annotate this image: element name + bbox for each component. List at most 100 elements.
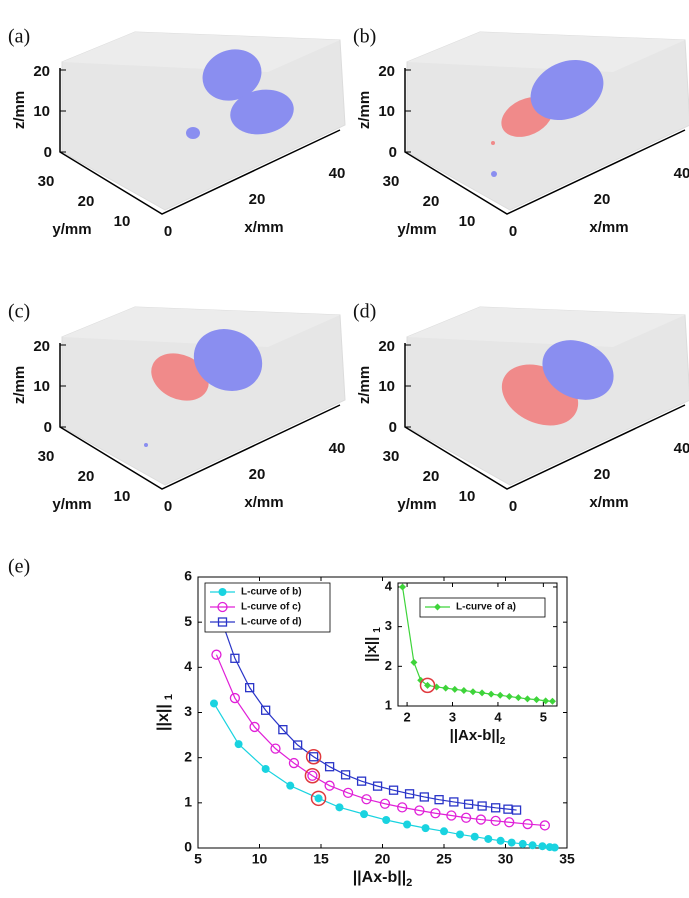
y-tick-label: 2 <box>184 748 192 764</box>
tick-label: 20 <box>423 193 440 210</box>
tick-label: 10 <box>33 378 50 395</box>
legend-label: L-curve of d) <box>241 617 302 628</box>
point <box>422 824 430 832</box>
tick-label: 20 <box>594 466 611 483</box>
tick-label: 10 <box>33 103 50 120</box>
tick-label: 20 <box>594 191 611 208</box>
tick-label: 10 <box>459 488 476 505</box>
point <box>456 830 464 838</box>
axis-label: x/mm <box>589 494 628 511</box>
label-text: ||Ax-b|| <box>450 727 500 744</box>
point <box>440 827 448 835</box>
x-tick-label: 5 <box>540 709 547 724</box>
tick-label: 30 <box>38 448 55 465</box>
tick-label: 0 <box>44 419 52 436</box>
panel-label: (d) <box>353 301 376 323</box>
x-tick-label: 30 <box>498 851 514 867</box>
tick-label: 40 <box>329 440 346 457</box>
tick-label: 0 <box>509 223 517 240</box>
axis-label: y/mm <box>52 221 91 238</box>
tick-label: 10 <box>114 213 131 230</box>
point <box>471 833 479 841</box>
axis-label: y/mm <box>397 221 436 238</box>
x-tick-label: 5 <box>194 851 202 867</box>
panel-3d: (a)z/mmy/mmx/mm2010030201002040 <box>8 26 345 240</box>
axis-label: x/mm <box>244 494 283 511</box>
tick-label: 20 <box>249 466 266 483</box>
label-sub: 2 <box>500 736 506 747</box>
point <box>538 842 546 850</box>
label-text: ||x|| <box>363 637 380 662</box>
tick-label: 40 <box>674 165 689 182</box>
axis-label: z/mm <box>356 366 373 404</box>
tick-label: 20 <box>33 338 50 355</box>
x-axis-label: ||Ax-b||2 <box>450 727 506 747</box>
axis-label: x/mm <box>244 219 283 236</box>
tick-label: 0 <box>389 144 397 161</box>
label-text: ||Ax-b|| <box>353 869 406 886</box>
y-tick-label: 2 <box>385 658 392 673</box>
tick-label: 20 <box>33 63 50 80</box>
tick-label: 30 <box>38 173 55 190</box>
point <box>262 765 270 773</box>
point <box>519 840 527 848</box>
point <box>210 699 218 707</box>
tick-label: 30 <box>383 448 400 465</box>
panel-label: (b) <box>353 26 376 48</box>
y-tick-label: 6 <box>184 568 192 584</box>
y-tick-label: 5 <box>184 613 192 629</box>
y-axis-label: ||x||1 <box>155 694 175 731</box>
point <box>551 844 559 852</box>
y-tick-label: 1 <box>385 697 392 712</box>
inclusion <box>186 127 200 139</box>
tick-label: 10 <box>114 488 131 505</box>
tick-label: 20 <box>378 63 395 80</box>
label-sub: 1 <box>163 694 175 700</box>
tick-label: 40 <box>329 165 346 182</box>
tick-label: 20 <box>78 468 95 485</box>
y-tick-label: 3 <box>184 703 192 719</box>
point <box>315 794 323 802</box>
legend-label: L-curve of a) <box>456 602 516 613</box>
axis-label: z/mm <box>11 91 28 129</box>
panel-3d: (d)z/mmy/mmx/mm2010030201002040 <box>353 301 689 515</box>
point <box>529 841 537 849</box>
point <box>403 821 411 829</box>
tick-label: 20 <box>423 468 440 485</box>
point <box>360 810 368 818</box>
y-tick-label: 0 <box>184 839 192 855</box>
point <box>484 835 492 843</box>
axis-label: y/mm <box>52 496 91 513</box>
x-tick-label: 2 <box>403 709 410 724</box>
point <box>286 782 294 790</box>
tick-label: 30 <box>383 173 400 190</box>
axis-label: x/mm <box>589 219 628 236</box>
label-sub: 2 <box>406 877 412 889</box>
x-tick-label: 4 <box>494 709 502 724</box>
point <box>497 837 505 845</box>
figure: (e) (a)z/mmy/mmx/mm2010030201002040(b)z/… <box>0 0 689 898</box>
legend-marker <box>219 588 227 596</box>
point <box>382 816 390 824</box>
x-tick-label: 15 <box>313 851 329 867</box>
tick-label: 10 <box>459 213 476 230</box>
panel-label: (a) <box>8 26 30 48</box>
point <box>335 803 343 811</box>
y-tick-label: 4 <box>385 578 393 593</box>
legend-label: L-curve of b) <box>241 587 302 598</box>
point <box>235 740 243 748</box>
panel-label: (e) <box>8 556 30 578</box>
tick-label: 40 <box>674 440 689 457</box>
x-tick-label: 35 <box>559 851 575 867</box>
x-tick-label: 10 <box>252 851 268 867</box>
tick-label: 0 <box>164 223 172 240</box>
tick-label: 20 <box>378 338 395 355</box>
axis-label: z/mm <box>11 366 28 404</box>
axis-label: z/mm <box>356 91 373 129</box>
label-sub: 1 <box>372 627 383 633</box>
x-axis-label: ||Ax-b||2 <box>353 869 413 889</box>
x-tick-label: 3 <box>449 709 456 724</box>
tick-label: 10 <box>378 378 395 395</box>
tick-label: 0 <box>164 498 172 515</box>
